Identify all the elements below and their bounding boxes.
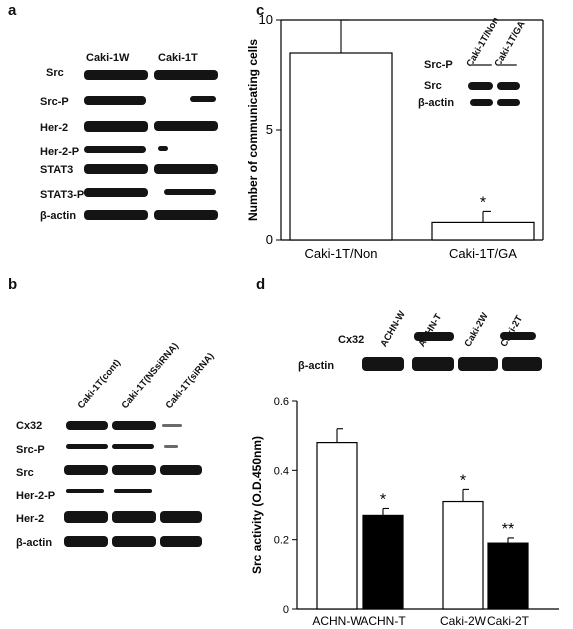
panel-c-chart: 0 5 10 Number of communicating cells Caki-1T… (246, 12, 544, 261)
blot-band (497, 82, 520, 90)
panel-a-row-src-p: Src-P (40, 96, 69, 108)
bar (316, 441, 358, 610)
panel-c-inset-row-src: Src (424, 80, 442, 92)
panel-d-row-beta-actin: β-actin (298, 360, 335, 372)
blot-band (362, 357, 404, 371)
panel-b-row-cx32: Cx32 (16, 420, 43, 432)
bar (289, 52, 393, 241)
blot-band (154, 164, 218, 174)
blot-band (158, 146, 168, 151)
blot-band (470, 64, 492, 66)
panel-b-row-src-p: Src-P (16, 444, 45, 456)
x-category-label: ACHN-W (312, 614, 362, 628)
panel-d-row-cx32: Cx32 (338, 334, 365, 346)
blot-band (112, 444, 154, 449)
panel-c-inset-row-beta-actin: β-actin (418, 97, 455, 109)
panel-a-row-src: Src (46, 67, 64, 79)
blot-band (112, 465, 156, 475)
bar (431, 221, 535, 241)
blot-band (64, 536, 108, 547)
panel-d-col-caki-2w: Caki-2W (462, 311, 491, 349)
significance-marker: * (480, 194, 486, 211)
blot-band (84, 121, 148, 132)
panel-d-col-achn-t: ACHN-T (416, 311, 445, 349)
blot-band (190, 96, 216, 102)
blot-band (66, 421, 108, 430)
blot-band (84, 210, 148, 220)
blot-band (64, 511, 108, 523)
panel-a-letter: a (8, 2, 17, 19)
blot-band (66, 489, 104, 493)
panel-a-col-caki-1t: Caki-1T (158, 52, 198, 64)
blot-band (84, 70, 148, 80)
panel-b-col-sirna: Caki-1T(siRNA) (163, 350, 217, 411)
panel-d-col-achn-w: ACHN-W (378, 309, 408, 349)
significance-marker: * (380, 491, 386, 508)
blot-band (64, 465, 108, 475)
blot-band (154, 121, 218, 131)
blot-band (84, 146, 146, 153)
blot-band (84, 96, 146, 105)
panel-a-row-her-2: Her-2 (40, 122, 69, 134)
panel-b-letter: b (8, 276, 18, 293)
blot-band (160, 511, 202, 523)
y-tick-label: 5 (266, 122, 273, 137)
y-axis-label: Src activity (O.D.450nm) (250, 436, 264, 574)
blot-band (497, 99, 520, 106)
panel-a-row-beta-actin: β-actin (40, 210, 77, 222)
blot-band (162, 424, 182, 427)
panel-c-inset-row-src-p: Src-P (424, 59, 453, 71)
significance-marker: * (460, 472, 466, 489)
blot-band (66, 444, 108, 449)
bar (362, 514, 404, 610)
panel-b-row-her-2-p: Her-2-P (16, 490, 56, 502)
panel-a-col-caki-1w: Caki-1W (86, 52, 130, 64)
panel-a-row-her-2-p: Her-2-P (40, 146, 80, 158)
blot-band (497, 64, 517, 66)
blot-band (112, 421, 156, 430)
blot-band (84, 164, 148, 174)
y-tick-label: 0 (266, 232, 273, 247)
blot-band (154, 70, 218, 80)
blot-band (160, 536, 202, 547)
panel-a-row-stat3-p: STAT3-P (40, 189, 85, 201)
blot-band (468, 82, 493, 90)
blot-band (500, 332, 536, 340)
panel-a-row-stat3: STAT3 (40, 164, 74, 176)
panel-b-row-src: Src (16, 467, 34, 479)
bar (442, 500, 484, 610)
y-axis-label: Number of communicating cells (246, 39, 260, 221)
blot-band (160, 465, 202, 475)
y-tick-label: 0.6 (274, 396, 289, 408)
x-category-label: Caki-1T/GA (449, 246, 517, 261)
blot-band (164, 189, 216, 195)
panel-d-chart: 0 0.2 0.4 0.6 Src activity (O.D.450nm) ACHN-W… (250, 396, 559, 628)
blot-band (458, 357, 498, 371)
blot-band (114, 489, 152, 493)
blot-band (112, 536, 156, 547)
blot-band (414, 332, 454, 341)
x-category-label: Caki-2T (487, 614, 530, 628)
blot-band (502, 357, 542, 371)
blot-band (412, 357, 454, 371)
blot-band (164, 445, 178, 448)
panel-b-col-cont: Caki-1T(cont) (75, 357, 124, 411)
bar (487, 542, 529, 610)
y-tick-label: 0.2 (274, 535, 289, 547)
x-category-label: Caki-1T/Non (305, 246, 378, 261)
panel-b-row-beta-actin: β-actin (16, 537, 53, 549)
y-tick-label: 0 (283, 604, 289, 616)
x-category-label: Caki-2W (440, 614, 487, 628)
significance-marker: ** (502, 521, 514, 538)
blot-band (154, 210, 218, 220)
panel-b-row-her-2: Her-2 (16, 513, 45, 525)
y-tick-label: 10 (259, 12, 273, 27)
blot-band (112, 511, 156, 523)
blot-band (470, 99, 493, 106)
blot-band (84, 188, 148, 197)
panel-d-letter: d (256, 276, 266, 293)
panel-c-letter: c (256, 2, 265, 19)
y-tick-label: 0.4 (274, 465, 289, 477)
x-category-label: ACHN-T (360, 614, 406, 628)
